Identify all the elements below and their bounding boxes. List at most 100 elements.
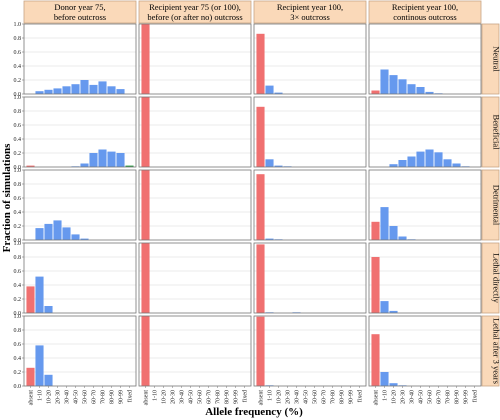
x-tick-label: 90-99 <box>464 390 470 404</box>
x-tick-label: 1-10 <box>383 390 389 401</box>
y-tick-label: 0.4 <box>14 210 22 216</box>
bar <box>53 88 62 94</box>
panel-frame <box>23 242 137 314</box>
x-tick-label: 40-50 <box>74 390 80 404</box>
panel <box>253 23 367 95</box>
panel <box>368 169 482 241</box>
panel-frame <box>253 23 367 95</box>
panel <box>23 242 137 314</box>
row-label: Detrimental <box>492 185 500 226</box>
bar <box>371 257 380 313</box>
y-tick-label: 0.4 <box>14 64 22 70</box>
row-strip <box>481 315 500 387</box>
bar <box>380 207 389 240</box>
panel-frame <box>368 315 482 387</box>
panel <box>138 242 252 314</box>
y-tick-label: 0.8 <box>14 36 22 42</box>
column-title: Recipient year 100, <box>277 2 343 12</box>
panel <box>253 96 367 168</box>
y-tick-label: 0.6 <box>14 196 22 202</box>
panel <box>23 315 137 387</box>
y-axis-label: Fraction of simulations <box>1 143 13 252</box>
x-tick-label: 1-10 <box>268 390 274 401</box>
x-tick-label: 30-40 <box>410 390 416 404</box>
row-strip <box>481 242 500 314</box>
bar <box>416 151 425 167</box>
panel-frame <box>253 242 367 314</box>
x-tick-label: absent <box>374 390 380 406</box>
y-tick-label: 0.0 <box>14 165 22 171</box>
bar <box>389 383 398 386</box>
y-tick-label: 0.6 <box>14 269 22 275</box>
x-tick-label: 60-70 <box>207 390 213 404</box>
column-strip <box>23 0 137 24</box>
x-tick-label: 50-60 <box>313 390 319 404</box>
x-tick-label: 70-80 <box>331 390 337 404</box>
bar <box>407 156 416 167</box>
bar <box>26 165 35 167</box>
bar <box>44 374 53 386</box>
x-tick-label: fixed <box>357 390 364 402</box>
bar <box>35 91 44 94</box>
x-tick-label: 80-90 <box>110 390 116 404</box>
y-tick-label: 0.0 <box>14 238 22 244</box>
column-title: Donor year 75, <box>54 2 105 12</box>
x-tick-label: 1-10 <box>153 390 159 401</box>
panel-frame <box>253 315 367 387</box>
bar <box>265 159 274 167</box>
bar <box>98 81 107 94</box>
x-tick-label: 40-50 <box>304 390 310 404</box>
bar <box>35 228 44 240</box>
bar <box>371 90 380 94</box>
column-title: 3× outcross <box>290 12 330 22</box>
x-tick-label: 20-30 <box>56 390 62 404</box>
bar <box>425 149 434 167</box>
x-tick-label: 60-70 <box>92 390 98 404</box>
y-tick-label: 0.0 <box>14 92 22 98</box>
bar <box>71 234 80 240</box>
panel <box>138 315 252 387</box>
bar <box>380 301 389 313</box>
panel <box>138 169 252 241</box>
row-label: Beneficial <box>492 115 500 151</box>
bar <box>89 84 98 94</box>
bar <box>26 367 35 386</box>
panel-frame <box>138 242 252 314</box>
y-tick-label: 0.2 <box>14 78 22 84</box>
x-tick-label: 30-40 <box>65 390 71 404</box>
bar <box>371 221 380 240</box>
column-title: before (or after no) outcross <box>147 12 242 22</box>
bar <box>44 89 53 94</box>
y-tick-label: 0.6 <box>14 50 22 56</box>
bar <box>256 244 265 313</box>
x-tick-label: 20-30 <box>401 390 407 404</box>
x-tick-label: 80-90 <box>225 390 231 404</box>
y-tick-label: 0.0 <box>14 311 22 317</box>
y-tick-label: 0.8 <box>14 182 22 188</box>
bar <box>416 87 425 94</box>
bar <box>107 151 116 167</box>
bar <box>53 220 62 240</box>
bar <box>107 86 116 94</box>
bar <box>256 174 265 240</box>
bar <box>407 84 416 94</box>
y-tick-label: 1.0 <box>14 95 22 101</box>
bar <box>380 69 389 94</box>
x-tick-label: 90-99 <box>119 390 125 404</box>
bar <box>35 345 44 386</box>
bar <box>443 159 452 167</box>
bar <box>425 91 434 94</box>
panel <box>368 242 482 314</box>
panel <box>138 96 252 168</box>
x-tick-label: 90-99 <box>234 390 240 404</box>
y-tick-label: 1.0 <box>14 241 22 247</box>
bar <box>98 149 107 167</box>
panel <box>253 242 367 314</box>
x-tick-label: 90-99 <box>349 390 355 404</box>
x-tick-label: 10-20 <box>162 390 168 404</box>
y-tick-label: 0.2 <box>14 370 22 376</box>
bar <box>398 160 407 167</box>
x-tick-label: absent <box>144 390 150 406</box>
panel-frame <box>368 96 482 168</box>
